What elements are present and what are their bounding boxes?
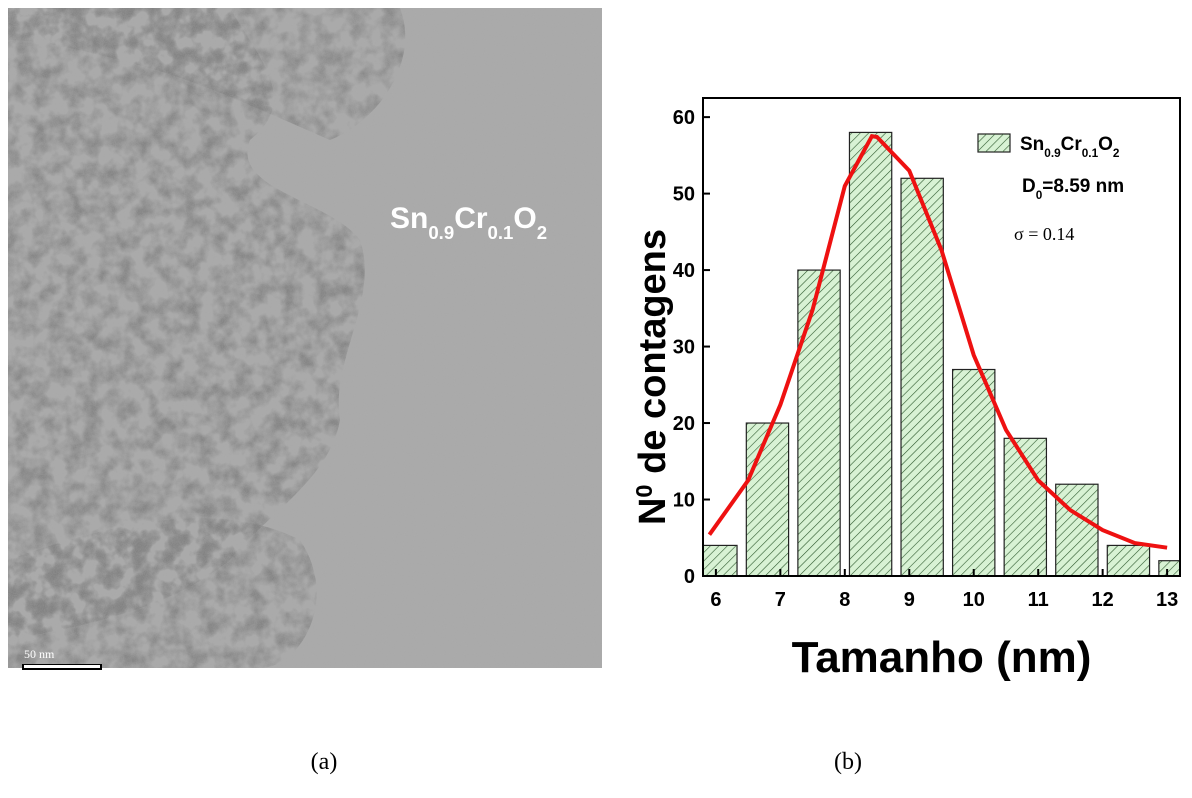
scale-bar-inner [24, 665, 100, 668]
text-part: 0.1 [1082, 147, 1099, 160]
tem-image [8, 8, 602, 668]
text-part: =8.59 nm [1042, 176, 1124, 197]
y-tick-label: 30 [673, 337, 695, 359]
text-part: 0.9 [1044, 147, 1061, 160]
bars [703, 131, 1180, 576]
y-tick-label: 20 [673, 413, 695, 435]
bar-hatch [900, 177, 944, 576]
text-part: Sn [390, 202, 428, 235]
legend-swatch-hatch [978, 134, 1010, 152]
text-part: Cr [454, 202, 488, 235]
bar-hatch [951, 368, 996, 576]
annotation: σ = 0.14 [1014, 224, 1074, 244]
text-part: N [632, 498, 674, 525]
x-tick-label: 8 [839, 589, 850, 611]
x-tick-label: 10 [963, 589, 985, 611]
text-part: O [513, 202, 536, 235]
bar-hatch [1158, 560, 1180, 576]
image-label: Sn0.9Cr0.1O2 [390, 202, 547, 243]
bar-hatch [1106, 544, 1151, 576]
scale-bar-label: 50 nm [24, 647, 55, 661]
x-tick-label: 12 [1092, 589, 1114, 611]
text-part: D [1022, 176, 1036, 197]
text-part: Sn [1020, 134, 1044, 155]
x-tick-label: 11 [1028, 589, 1049, 611]
y-tick-label: 0 [684, 566, 695, 588]
plot-frame [702, 97, 1181, 577]
y-tick-label: 10 [673, 490, 695, 512]
y-axis-label: N0 de contagens [631, 229, 674, 525]
bar-hatch [703, 544, 738, 576]
fit-curve [707, 134, 1168, 550]
y-tick-label: 50 [673, 184, 695, 206]
text-part: 0 [631, 484, 657, 497]
y-tick-label: 60 [673, 107, 695, 129]
x-axis-label: Tamanho (nm) [792, 633, 1092, 682]
bar-hatch [848, 131, 893, 576]
x-tick-label: 9 [904, 589, 915, 611]
bar-hatch [745, 422, 790, 576]
text-part: 0.9 [428, 222, 454, 243]
bar-hatch [1055, 483, 1099, 576]
annotation: D0=8.59 nm [1022, 176, 1124, 202]
text-part: 2 [537, 222, 547, 243]
text-part: 0.1 [488, 222, 514, 243]
text-part: Cr [1061, 134, 1083, 155]
bar-hatch [797, 269, 841, 576]
text-part: σ = 0.14 [1014, 224, 1074, 244]
y-tick-label: 40 [673, 260, 695, 282]
x-tick-label: 7 [775, 589, 786, 611]
text-part: 2 [1113, 147, 1120, 160]
caption-b: (b) [834, 749, 862, 775]
legend-label: Sn0.9Cr0.1O2 [1020, 134, 1120, 160]
x-tick-label: 13 [1156, 589, 1178, 611]
caption-a: (a) [311, 749, 338, 775]
text-part: de contagens [632, 229, 674, 485]
x-tick-label: 6 [710, 589, 721, 611]
text-part: O [1098, 134, 1113, 155]
text-part: 0 [1036, 189, 1043, 202]
